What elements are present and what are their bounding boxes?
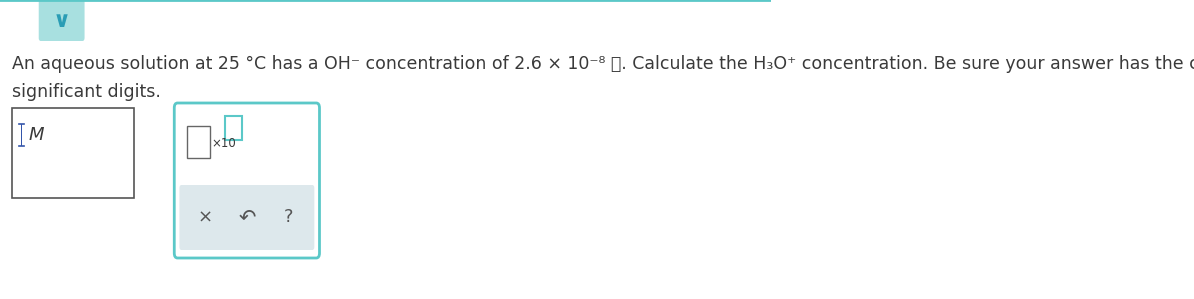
- Text: ×10: ×10: [211, 137, 235, 150]
- Text: An aqueous solution at 25 °C has a OH⁻ concentration of 2.6 × 10⁻⁸ Ｍ. Calculate : An aqueous solution at 25 °C has a OH⁻ c…: [12, 55, 1194, 73]
- Text: M: M: [29, 126, 44, 144]
- FancyBboxPatch shape: [174, 103, 320, 258]
- Text: significant digits.: significant digits.: [12, 83, 160, 101]
- FancyBboxPatch shape: [38, 0, 85, 41]
- FancyBboxPatch shape: [179, 185, 314, 250]
- Text: ↶: ↶: [238, 208, 256, 228]
- Text: ?: ?: [284, 208, 294, 227]
- Bar: [20, 124, 21, 146]
- Bar: [226, 116, 242, 140]
- Bar: [12, 108, 134, 198]
- Text: ×: ×: [197, 208, 213, 227]
- Text: ∨: ∨: [53, 11, 70, 31]
- Bar: [186, 126, 210, 158]
